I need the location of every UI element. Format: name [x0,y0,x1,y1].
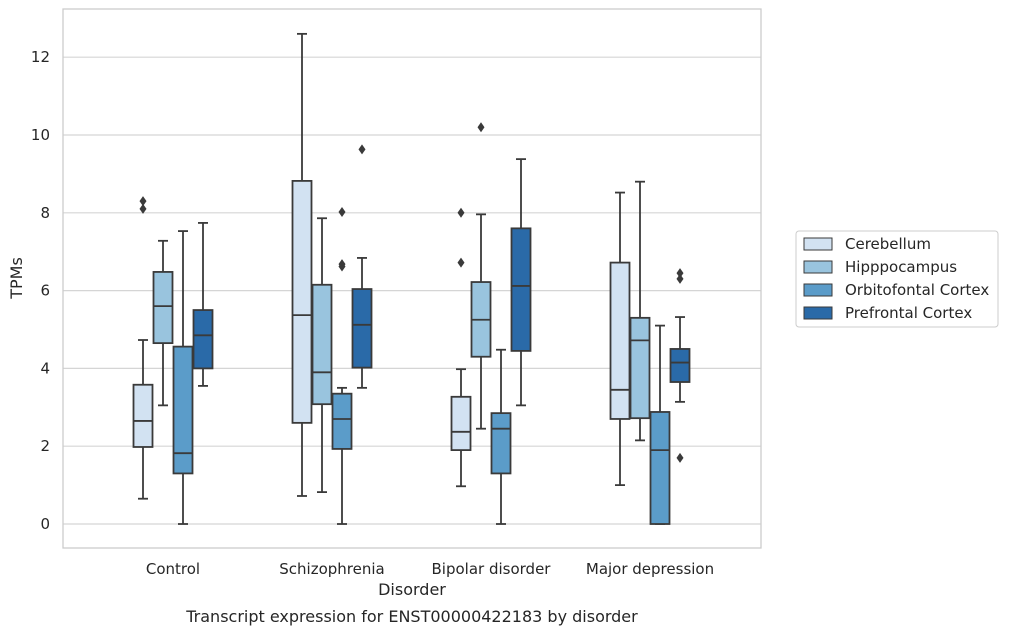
box [311,283,333,406]
box [351,288,373,369]
outlier-point [457,257,465,268]
box [152,271,174,345]
box [291,180,313,424]
outlier-point [338,261,346,272]
box [450,395,472,451]
box [609,261,631,420]
plot-area-frame [62,8,762,549]
x-tick-labels: Control Schizophrenia Bipolar disorder Majo… [146,560,714,578]
y-tick-label: 2 [40,437,50,455]
outlier-point [457,207,465,218]
box-group [450,207,472,488]
box-group [152,239,174,407]
outlier-point [676,268,684,279]
box [669,348,691,383]
box-group [629,180,651,442]
outlier-point [676,273,684,284]
y-tick-label: 12 [31,48,50,66]
y-tick-labels: 0 2 4 6 8 10 12 [31,48,50,533]
box [132,383,154,448]
y-axis-title: TPMs [7,257,26,300]
box [649,411,671,525]
box [172,345,194,475]
legend-label: Orbitofontal Cortex [845,281,989,299]
legend-swatch [803,283,833,297]
box-group [669,268,691,463]
x-tick-label: Schizophrenia [279,560,384,578]
box [490,412,512,475]
legend-label: Hipppocampus [845,258,957,276]
box [510,227,532,352]
legend-swatch [803,260,833,274]
box-group [132,196,154,500]
box-group [470,122,492,430]
outlier-point [358,144,366,155]
x-tick-label: Bipolar disorder [432,560,552,578]
y-tick-label: 4 [40,359,50,377]
legend-swatch [803,237,833,251]
outlier-point [338,207,346,218]
box [192,309,214,370]
box [629,316,651,420]
box-group [311,217,333,494]
box-group [172,230,194,525]
y-tick-label: 0 [40,515,50,533]
outlier-point [676,452,684,463]
box-group [490,348,512,525]
legend-frame [795,230,999,328]
legend-label: Cerebellum [845,235,931,253]
box [331,392,353,450]
chart-caption: Transcript expression for ENST0000042218… [185,607,638,626]
outlier-point [139,203,147,214]
outlier-point [139,196,147,207]
box-group [291,32,313,497]
x-tick-label: Major depression [586,560,714,578]
legend: Cerebellum Hipppocampus Orbitofontal Corte… [795,230,999,328]
box-group [192,222,214,387]
legend-label: Prefrontal Cortex [845,304,972,322]
y-tick-label: 6 [40,282,50,300]
box-group [609,191,631,487]
x-axis-title: Disorder [378,580,446,599]
legend-swatch [803,306,833,320]
box-group [649,324,671,525]
box-group [331,207,353,525]
boxes [132,32,691,525]
y-tick-label: 8 [40,204,50,222]
box-group [510,158,532,407]
y-tick-label: 10 [31,126,50,144]
x-tick-label: Control [146,560,200,578]
box-group [351,144,373,389]
outlier-point [477,122,485,133]
